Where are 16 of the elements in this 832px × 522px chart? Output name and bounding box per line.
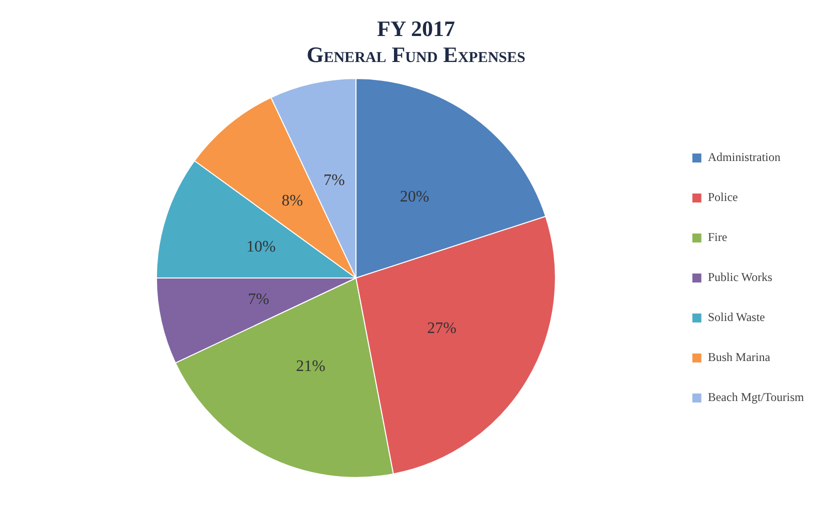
legend-label: Administration bbox=[708, 150, 781, 164]
legend-label: Bush Marina bbox=[708, 350, 771, 364]
data-label: 10% bbox=[246, 238, 276, 256]
legend-label: Public Works bbox=[708, 270, 773, 284]
data-label: 27% bbox=[427, 320, 456, 337]
data-label: 8% bbox=[282, 192, 304, 210]
legend-label: Solid Waste bbox=[708, 310, 766, 324]
chart-title: FY 2017 bbox=[376, 16, 456, 42]
legend-label: Fire bbox=[708, 230, 728, 244]
legend-label: Police bbox=[708, 190, 738, 204]
chart-subtitle: General Fund Expenses bbox=[306, 42, 526, 68]
data-label: 21% bbox=[296, 358, 326, 376]
data-label: 20% bbox=[400, 188, 430, 206]
legend-label: Beach Mgt/Tourism bbox=[708, 390, 805, 404]
data-label: 7% bbox=[248, 290, 270, 308]
data-label: 7% bbox=[324, 172, 345, 189]
